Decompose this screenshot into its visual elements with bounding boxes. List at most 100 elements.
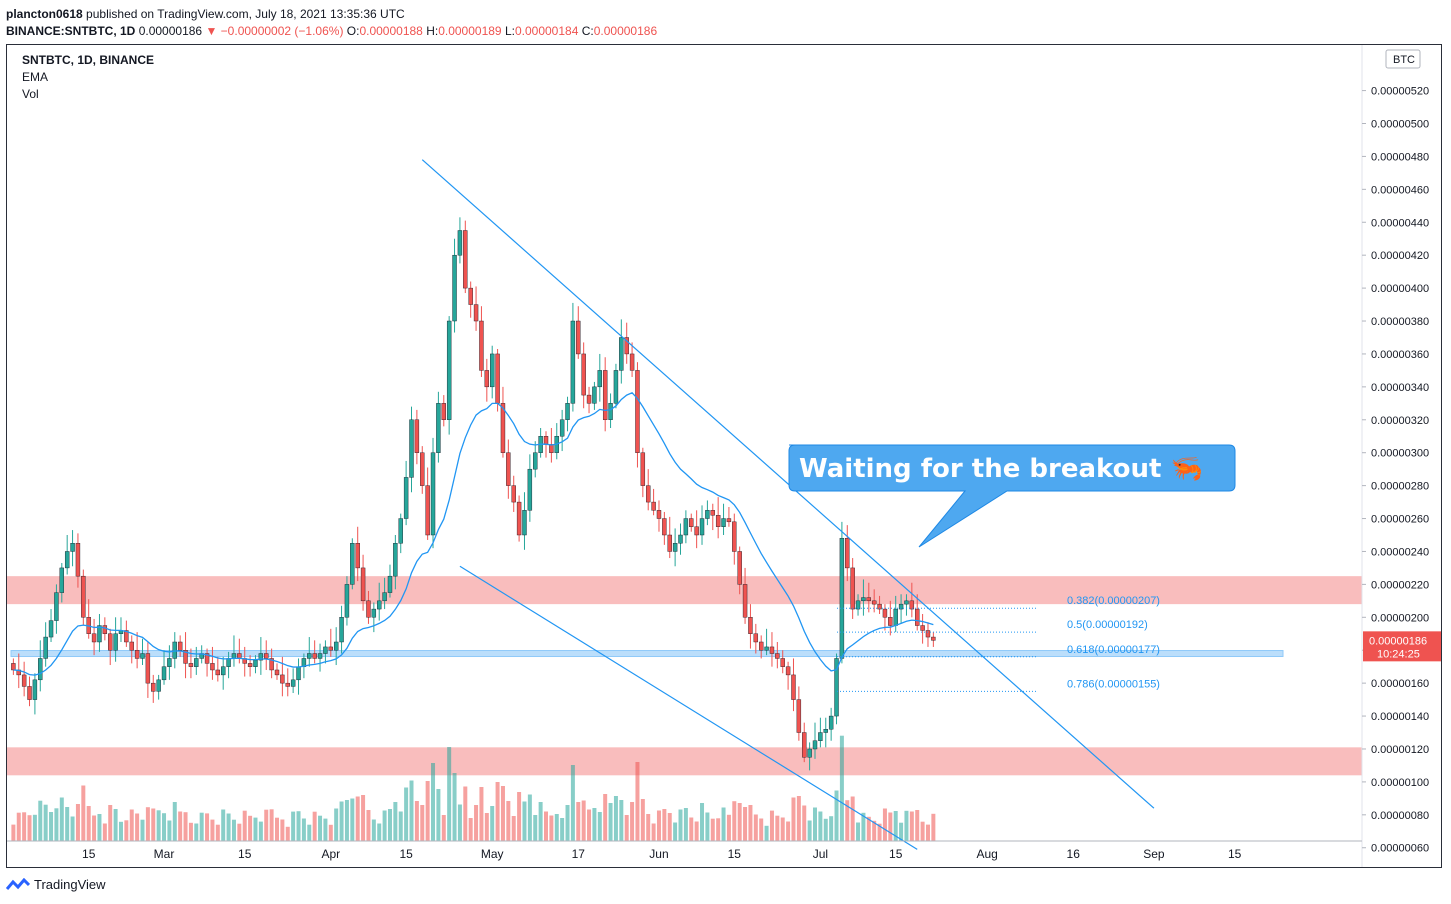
volume-bar — [560, 818, 565, 841]
candle-body — [570, 320, 576, 404]
volume-bar — [554, 814, 559, 841]
candle-body — [619, 337, 624, 371]
candle-body — [737, 551, 742, 585]
time-tick-label: 15 — [82, 847, 96, 861]
volume-bar — [145, 807, 150, 841]
price-tick-label: 0.00000480 — [1371, 151, 1429, 163]
volume-bar — [630, 802, 635, 841]
volume-bar — [318, 815, 323, 841]
volume-bar — [705, 812, 710, 841]
volume-bar — [866, 816, 871, 841]
volume-bar — [544, 811, 548, 841]
volume-bar — [231, 819, 236, 841]
volume-bar — [463, 786, 468, 841]
candle-body — [753, 633, 759, 643]
candle-body — [172, 641, 177, 659]
volume-bar — [587, 809, 592, 841]
volume-bar — [775, 815, 780, 841]
candle-body — [393, 543, 398, 577]
volume-bar — [151, 808, 156, 841]
volume-bar — [764, 825, 769, 841]
candle-body — [511, 485, 516, 503]
candle-body — [102, 625, 108, 634]
volume-bar — [398, 811, 403, 841]
volume-bar — [242, 810, 247, 841]
volume-bar — [172, 802, 177, 841]
candle-body — [323, 646, 328, 654]
volume-bar — [167, 820, 172, 841]
volume-bar — [737, 803, 742, 841]
candle-body — [678, 534, 683, 544]
price-chart[interactable]: 0.382(0.00000207) 0.5(0.00000192) 0.618(0.… — [7, 45, 1441, 867]
candle-body — [258, 653, 264, 661]
candle-body — [662, 518, 667, 536]
volume-bar — [909, 811, 914, 841]
volume-bar — [226, 813, 231, 841]
candle-body — [188, 663, 194, 667]
author-name[interactable]: plancton0618 — [6, 7, 83, 21]
volume-bar — [759, 818, 764, 841]
candle-body — [414, 419, 420, 453]
candle-body — [732, 521, 737, 552]
open-value: 0.00000188 — [359, 24, 423, 38]
legend-vol[interactable]: Vol — [22, 87, 39, 101]
volume-bar — [877, 823, 882, 841]
candle-body — [215, 669, 221, 676]
candle-body — [161, 666, 167, 681]
last-price: 0.00000186 — [138, 24, 203, 38]
volume-bar — [678, 809, 683, 841]
volume-bar — [140, 819, 145, 841]
time-tick-label: May — [481, 847, 504, 861]
volume-bar — [32, 814, 37, 841]
volume-bar — [522, 801, 527, 841]
volume-bar — [237, 823, 242, 841]
volume-bar — [275, 817, 279, 841]
volume-bar — [382, 810, 387, 841]
volume-bar — [743, 807, 748, 841]
candle-body — [420, 452, 425, 486]
volume-bar — [43, 804, 48, 841]
close-value: 0.00000186 — [593, 24, 658, 38]
price-tick-label: 0.00000380 — [1371, 316, 1429, 328]
candle-body — [75, 543, 81, 577]
candle-body — [167, 658, 172, 667]
candle-body — [581, 353, 586, 396]
candle-body — [21, 674, 27, 687]
currency-badge[interactable] — [1385, 49, 1421, 69]
volume-bar — [839, 735, 844, 841]
candle-body — [177, 641, 183, 651]
legend-title: SNTBTC, 1D, BINANCE — [22, 53, 155, 67]
candle-body — [11, 663, 16, 671]
candle-body — [226, 658, 231, 667]
candle-body — [290, 679, 296, 687]
volume-bar — [861, 812, 866, 841]
volume-bar — [248, 815, 253, 841]
candle-body — [247, 663, 253, 667]
candle-body — [683, 518, 689, 536]
price-tick-label: 0.00000200 — [1371, 612, 1429, 624]
volume-bar — [549, 815, 554, 841]
volume-bar — [344, 800, 349, 841]
candle-body — [441, 403, 446, 420]
candle-body — [64, 551, 70, 569]
chart-frame[interactable]: 0.382(0.00000207) 0.5(0.00000192) 0.618(0.… — [6, 44, 1442, 868]
volume-bar — [178, 811, 183, 841]
price-tick-label: 0.00000460 — [1371, 184, 1429, 196]
volume-bar — [716, 818, 721, 841]
volume-bar — [102, 823, 107, 841]
candle-body — [151, 682, 156, 692]
footer-brand[interactable]: TradingView — [34, 877, 106, 892]
candle-body — [909, 600, 915, 610]
legend-ema[interactable]: EMA — [22, 70, 49, 84]
resistance-zone-1 — [7, 747, 1362, 776]
candle-body — [640, 452, 646, 486]
candle-body — [850, 567, 855, 610]
candle-body — [436, 403, 441, 453]
volume-bar — [646, 814, 651, 841]
volume-bar — [769, 810, 774, 841]
annotation-callout[interactable] — [788, 444, 1236, 548]
volume-bar — [635, 762, 640, 841]
candle-body — [866, 597, 871, 602]
candle-body — [904, 600, 909, 605]
price-tick-label: 0.00000260 — [1371, 514, 1429, 526]
